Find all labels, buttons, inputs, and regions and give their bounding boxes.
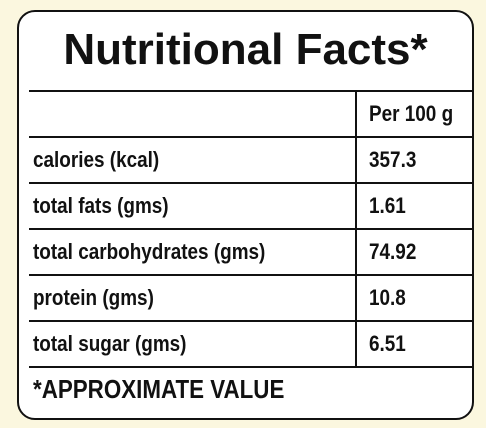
row-value: 74.92 bbox=[369, 239, 417, 264]
row-label: calories (kcal) bbox=[33, 147, 160, 172]
per-100g-label: Per 100 g bbox=[369, 101, 454, 126]
row-value-cell: 357.3 bbox=[355, 138, 472, 182]
table-header-row: Per 100 g bbox=[29, 90, 472, 138]
table-row-total-fats: total fats (gms) 1.61 bbox=[29, 184, 472, 230]
row-value: 357.3 bbox=[369, 147, 417, 172]
table-row-calories: calories (kcal) 357.3 bbox=[29, 138, 472, 184]
row-label: total fats (gms) bbox=[33, 193, 169, 218]
row-value-cell: 6.51 bbox=[355, 322, 472, 366]
row-label: total carbohydrates (gms) bbox=[33, 239, 266, 264]
row-label: protein (gms) bbox=[33, 285, 154, 310]
row-value: 1.61 bbox=[369, 193, 406, 218]
nutrition-title: Nutritional Facts* bbox=[63, 25, 428, 74]
table-row-total-sugar: total sugar (gms) 6.51 bbox=[29, 322, 472, 368]
approximate-value-footnote: *APPROXIMATE VALUE bbox=[33, 374, 285, 404]
row-value-cell: 74.92 bbox=[355, 230, 472, 274]
nutrition-table: Per 100 g calories (kcal) 357.3 total fa… bbox=[29, 90, 472, 368]
row-value-cell: 10.8 bbox=[355, 276, 472, 320]
row-value: 6.51 bbox=[369, 331, 406, 356]
nutrition-facts-card: Nutritional Facts* Per 100 g calories (k… bbox=[17, 10, 474, 420]
header-value-cell: Per 100 g bbox=[355, 92, 472, 136]
row-label: total sugar (gms) bbox=[33, 331, 187, 356]
row-value: 10.8 bbox=[369, 285, 406, 310]
table-row-protein: protein (gms) 10.8 bbox=[29, 276, 472, 322]
row-value-cell: 1.61 bbox=[355, 184, 472, 228]
table-row-total-carbohydrates: total carbohydrates (gms) 74.92 bbox=[29, 230, 472, 276]
